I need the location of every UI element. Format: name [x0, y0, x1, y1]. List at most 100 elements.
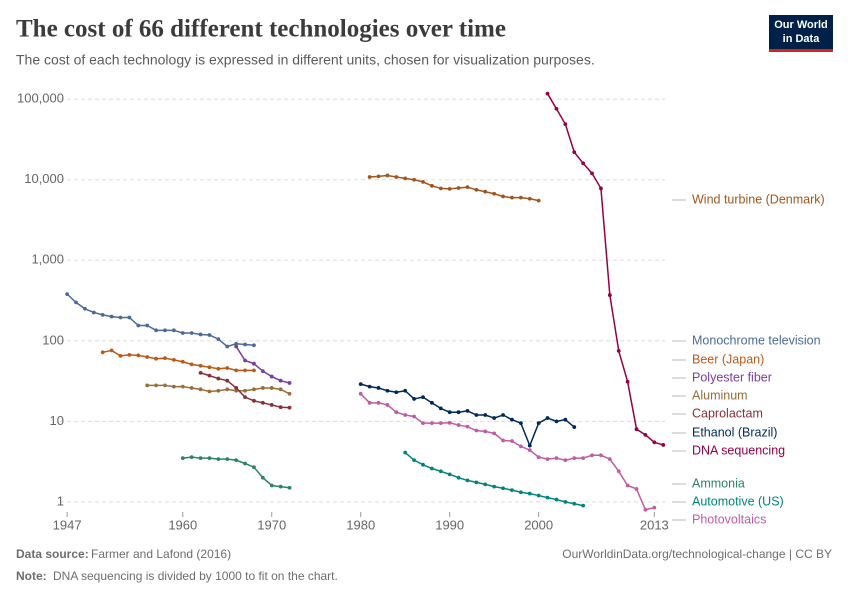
series-line [235, 346, 290, 384]
point [652, 440, 657, 445]
point [421, 462, 425, 467]
point [118, 354, 123, 358]
point [100, 312, 105, 317]
point [216, 457, 221, 462]
point [234, 458, 239, 463]
source: Farmer and Lafond (2016) [91, 547, 231, 561]
point [74, 300, 78, 305]
series-line [102, 349, 254, 372]
point [429, 421, 434, 426]
point [207, 333, 212, 337]
point [554, 456, 559, 461]
point [136, 323, 141, 328]
point [518, 490, 523, 495]
point [412, 414, 417, 419]
point [243, 395, 247, 400]
point [456, 186, 461, 190]
x-tick-label: 1970 [257, 517, 286, 532]
point [109, 314, 114, 319]
point [154, 383, 158, 388]
chart-subtitle: The cost of each technology is expressed… [16, 52, 595, 68]
point [207, 365, 212, 370]
point [225, 457, 230, 462]
point [421, 395, 425, 400]
point [438, 406, 443, 411]
point [581, 503, 586, 508]
point [260, 369, 265, 374]
point [563, 500, 568, 504]
legend-label: Automotive (US) [692, 494, 784, 508]
point [198, 363, 203, 368]
series-line [546, 93, 664, 446]
logo[interactable]: Our World in Data [769, 15, 833, 52]
point [643, 432, 648, 437]
point [545, 91, 550, 96]
point [429, 400, 434, 405]
point [287, 405, 292, 410]
point [590, 171, 594, 176]
logo-text: Our World [774, 19, 828, 31]
point [536, 421, 541, 426]
point [474, 187, 479, 192]
point [287, 485, 292, 490]
point [385, 388, 390, 393]
point [510, 417, 514, 422]
y-tick-label: 10 [50, 413, 64, 428]
point [438, 421, 443, 426]
point [536, 198, 541, 203]
series [100, 348, 256, 373]
point [536, 493, 541, 498]
point [145, 323, 150, 328]
y-tick-label: 1,000 [31, 252, 64, 267]
y-tick-label: 100,000 [17, 91, 64, 106]
point [403, 413, 408, 417]
point [171, 328, 176, 333]
point [243, 358, 247, 363]
point [510, 195, 514, 200]
point [180, 456, 185, 461]
point [376, 400, 381, 405]
point [260, 386, 265, 390]
point [127, 352, 132, 357]
note: DNA sequencing is divided by 1000 to fit… [53, 569, 338, 583]
point [367, 400, 372, 405]
point [216, 366, 221, 371]
point [278, 484, 283, 489]
point [234, 386, 239, 390]
point [412, 397, 417, 401]
point [634, 487, 639, 491]
series [234, 344, 292, 385]
point [429, 183, 434, 188]
point [634, 427, 639, 432]
point [198, 387, 203, 392]
point [189, 386, 194, 390]
point [527, 491, 532, 496]
point [403, 388, 408, 393]
point [269, 403, 274, 407]
point [643, 507, 648, 512]
point [154, 328, 158, 333]
point [252, 343, 256, 348]
point [207, 456, 212, 461]
point [225, 366, 230, 370]
point [243, 388, 247, 393]
note-label: Note: [16, 569, 47, 583]
point [278, 378, 283, 383]
point [581, 161, 586, 166]
point [216, 376, 221, 381]
point [572, 425, 577, 429]
point [376, 386, 381, 390]
point [465, 185, 470, 190]
point [563, 122, 568, 127]
point [421, 421, 425, 426]
point [554, 497, 559, 502]
point [483, 189, 488, 194]
point [234, 344, 239, 349]
point [492, 191, 497, 196]
point [554, 419, 559, 424]
point [358, 391, 363, 396]
point [447, 420, 452, 425]
point [198, 456, 203, 461]
url[interactable]: OurWorldinData.org/technological-change … [562, 547, 832, 561]
